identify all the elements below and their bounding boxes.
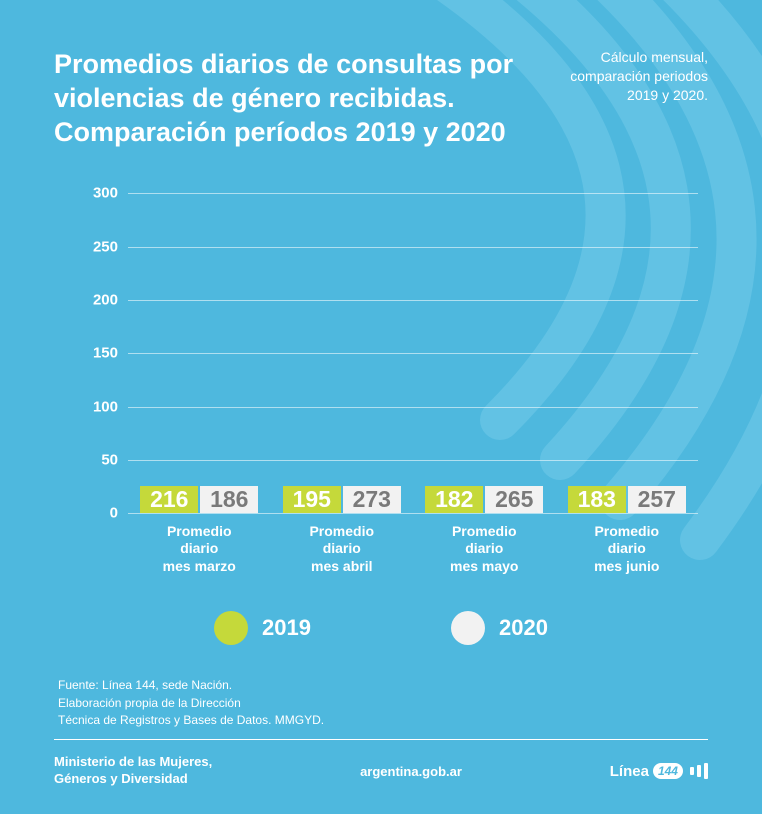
footer: Ministerio de las Mujeres,Géneros y Dive… [54, 739, 708, 788]
legend: 2019 2020 [54, 611, 708, 645]
bar: 183 [568, 486, 626, 513]
legend-label: 2020 [499, 615, 548, 641]
y-tick-label: 0 [110, 505, 128, 522]
legend-item: 2019 [214, 611, 311, 645]
bar: 186 [200, 486, 258, 513]
bar-value-label: 183 [578, 486, 616, 513]
bar: 182 [425, 486, 483, 513]
footer-divider [54, 739, 708, 740]
bar-group: 195 273 [283, 486, 401, 513]
bar-value-label: 182 [435, 486, 473, 513]
sound-icon [690, 763, 708, 779]
y-tick-label: 100 [93, 398, 128, 415]
brand-text: Línea [610, 763, 649, 780]
legend-label: 2019 [262, 615, 311, 641]
source-line: Técnica de Registros y Bases de Datos. M… [58, 712, 708, 729]
category-label: Promediodiariomes junio [562, 523, 692, 576]
bar: 216 [140, 486, 198, 513]
bar-group: 183 257 [568, 486, 686, 513]
bar-value-label: 265 [495, 486, 533, 513]
brand-number-badge: 144 [653, 763, 683, 779]
bar: 195 [283, 486, 341, 513]
bar: 265 [485, 486, 543, 513]
bar: 273 [343, 486, 401, 513]
category-label: Promediodiariomes mayo [419, 523, 549, 576]
y-tick-label: 250 [93, 238, 128, 255]
gridline [128, 513, 698, 514]
category-label: Promediodiariomes marzo [134, 523, 264, 576]
bar-value-label: 216 [150, 486, 188, 513]
source-line: Fuente: Línea 144, sede Nación. [58, 677, 708, 694]
source-text: Fuente: Línea 144, sede Nación. Elaborac… [58, 677, 708, 729]
footer-url: argentina.gob.ar [360, 764, 462, 779]
bar: 257 [628, 486, 686, 513]
y-tick-label: 150 [93, 345, 128, 362]
y-tick-label: 300 [93, 185, 128, 202]
bar-group: 216 186 [140, 486, 258, 513]
bar-value-label: 257 [638, 486, 676, 513]
chart-subtitle: Cálculo mensual, comparación periodos 20… [548, 48, 708, 105]
bars-row: 216 186 195 273 182 265 183 257 [128, 193, 698, 513]
source-line: Elaboración propia de la Dirección [58, 695, 708, 712]
footer-ministry: Ministerio de las Mujeres,Géneros y Dive… [54, 754, 212, 788]
footer-brand: Línea 144 [610, 763, 708, 780]
bar-group: 182 265 [425, 486, 543, 513]
bar-value-label: 195 [293, 486, 331, 513]
y-tick-label: 200 [93, 291, 128, 308]
category-label: Promediodiariomes abril [277, 523, 407, 576]
bar-value-label: 273 [353, 486, 391, 513]
legend-swatch [451, 611, 485, 645]
chart-title: Promedios diarios de consultas por viole… [54, 48, 524, 149]
legend-swatch [214, 611, 248, 645]
bar-value-label: 186 [210, 486, 248, 513]
y-tick-label: 50 [101, 451, 128, 468]
legend-item: 2020 [451, 611, 548, 645]
bar-chart: 0501001502002503002161861952731822651832… [74, 193, 698, 563]
